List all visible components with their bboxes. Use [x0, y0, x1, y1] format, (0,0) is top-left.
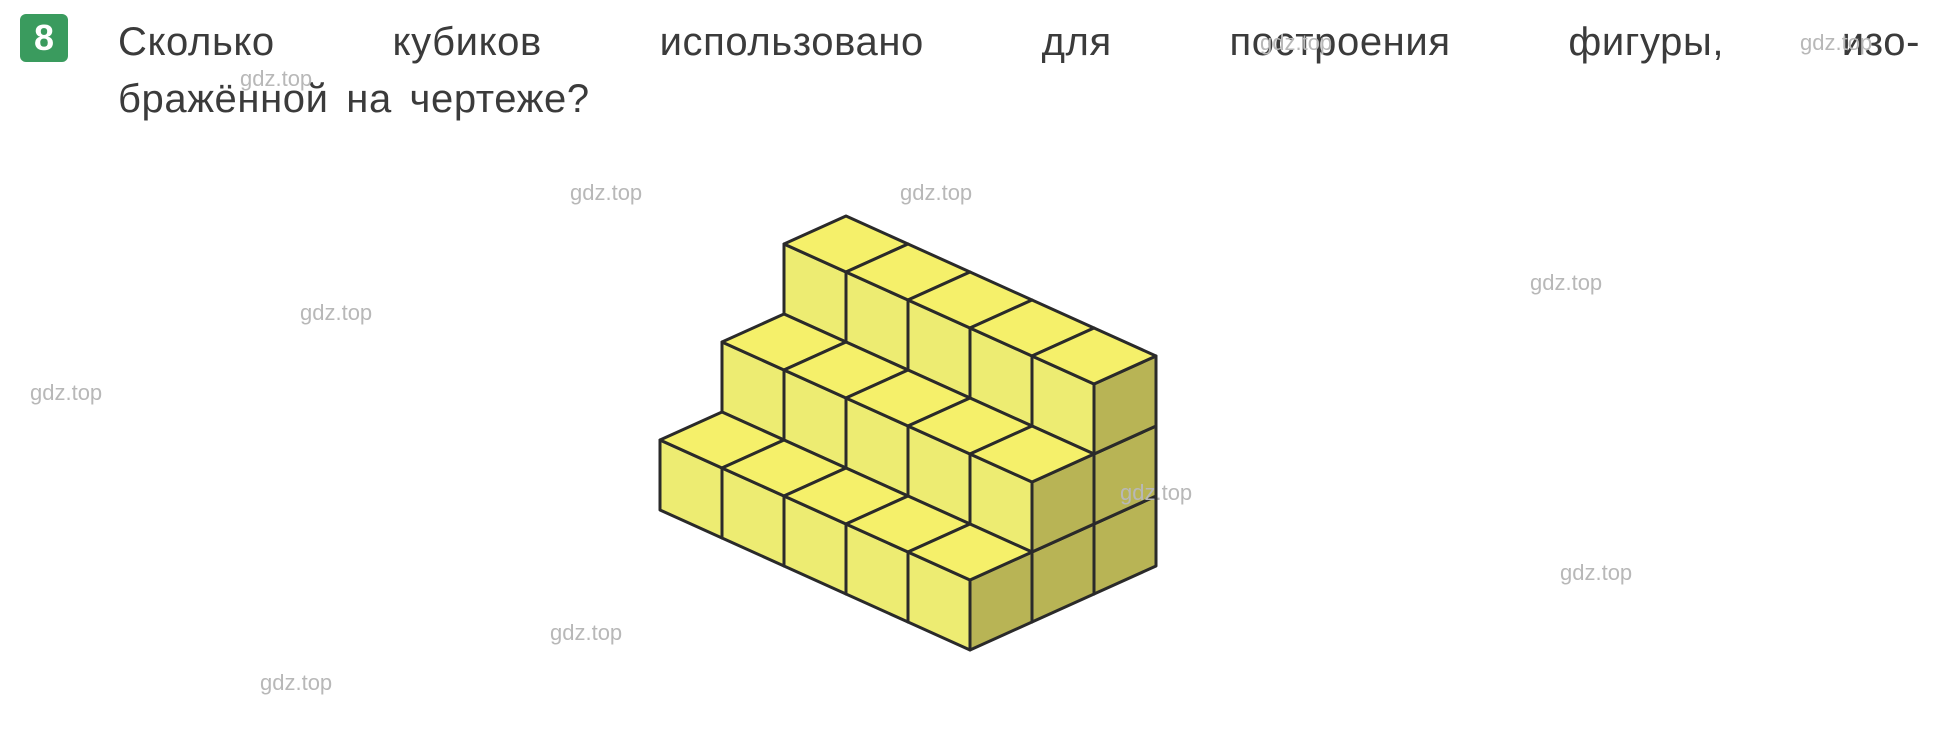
page: 8 Сколько кубиков использовано для постр… — [0, 0, 1940, 733]
problem-text-line2: бражённой на чертеже? — [118, 71, 1920, 128]
problem-number-badge: 8 — [20, 14, 68, 62]
cube-figure — [580, 150, 1360, 690]
problem-number: 8 — [34, 20, 54, 56]
problem-text: Сколько кубиков использовано для построе… — [118, 14, 1920, 128]
problem-text-line1: Сколько кубиков использовано для построе… — [118, 14, 1920, 71]
figure-container — [0, 150, 1940, 733]
